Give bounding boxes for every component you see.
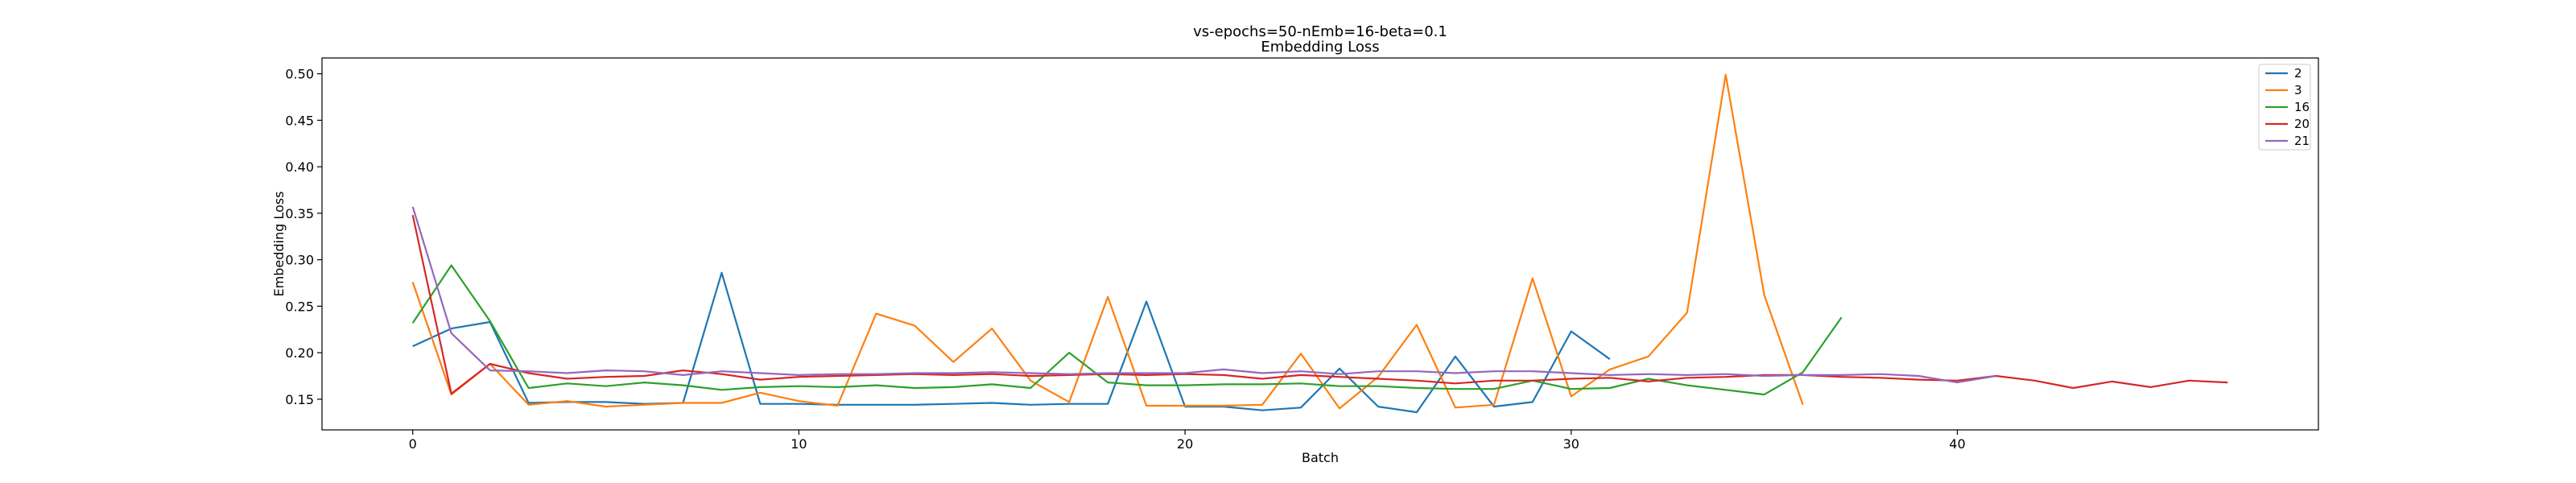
y-tick-label: 0.50	[285, 67, 314, 82]
x-tick-label: 20	[1177, 436, 1193, 452]
x-axis: 0 10 20 30 40	[409, 430, 1966, 452]
x-tick-label: 30	[1563, 436, 1579, 452]
legend-label-21: 21	[2294, 134, 2310, 148]
series-layer	[411, 73, 2228, 414]
series-line-21	[411, 206, 1996, 384]
legend-label-2: 2	[2294, 66, 2302, 80]
legend-label-20: 20	[2294, 117, 2310, 131]
legend-label-16: 16	[2294, 100, 2310, 114]
y-axis-label: Embedding Loss	[271, 192, 287, 297]
y-tick-label: 0.20	[285, 345, 314, 361]
plot-frame	[321, 57, 2319, 431]
y-tick-label: 0.25	[285, 299, 314, 314]
x-tick-label: 10	[791, 436, 807, 452]
y-tick-label: 0.40	[285, 159, 314, 175]
y-tick-label: 0.30	[285, 253, 314, 268]
chart-title: vs-epochs=50-nEmb=16-beta=0.1	[1193, 23, 1447, 40]
series-line-3	[411, 73, 1804, 410]
y-axis: 0.15 0.20 0.25 0.30 0.35 0.40 0.45 0.50	[285, 67, 322, 407]
series-line-20	[411, 214, 2228, 395]
y-tick-label: 0.35	[285, 206, 314, 221]
y-tick-label: 0.45	[285, 113, 314, 128]
legend-label-3: 3	[2294, 83, 2302, 97]
series-line-16	[411, 264, 1843, 396]
x-tick-label: 40	[1949, 436, 1965, 452]
series-line-2	[412, 271, 1611, 414]
y-tick-label: 0.15	[285, 392, 314, 407]
x-tick-label: 0	[409, 436, 417, 452]
chart-subtitle: Embedding Loss	[1261, 39, 1379, 56]
x-axis-label: Batch	[1302, 450, 1339, 465]
legend: 2 3 16 20 21	[2258, 64, 2311, 151]
